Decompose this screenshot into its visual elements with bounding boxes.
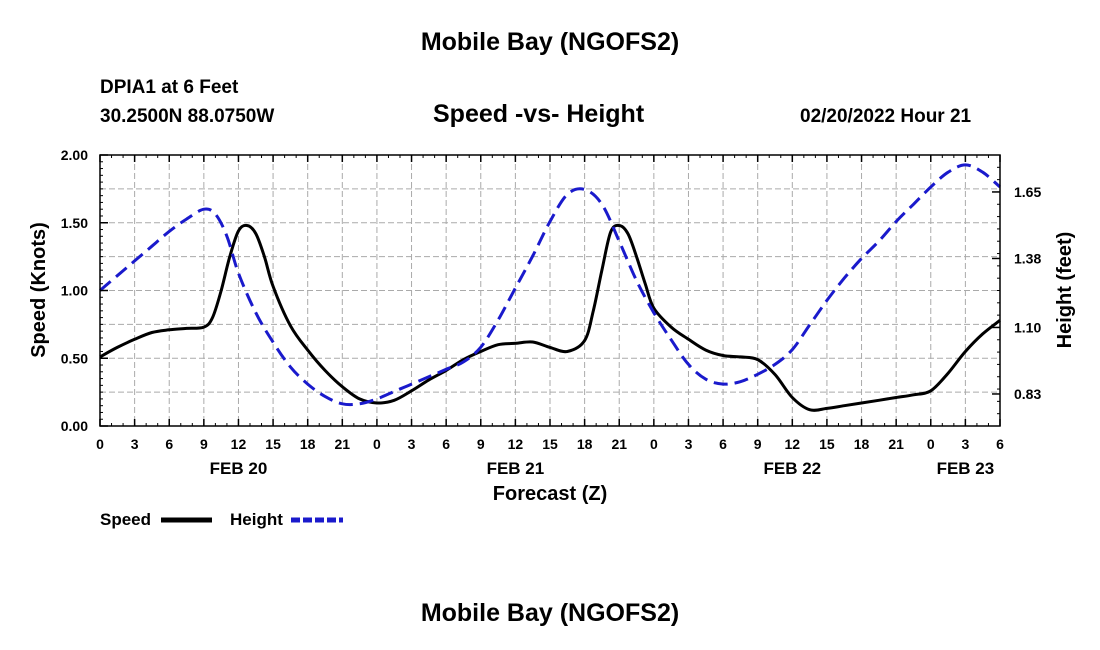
legend: Speed Height — [100, 510, 343, 529]
y2-tick-label: 1.38 — [1014, 250, 1041, 266]
date-label: FEB 20 — [210, 459, 268, 478]
y-tick-label: 1.50 — [61, 215, 88, 231]
series-layer — [99, 163, 1001, 412]
x-tick-label: 0 — [373, 436, 381, 452]
x-tick-label: 21 — [335, 436, 351, 452]
x-tick-label: 18 — [577, 436, 593, 452]
x-tick-label: 12 — [785, 436, 801, 452]
x-tick-label: 9 — [754, 436, 762, 452]
y-tick-label: 0.00 — [61, 418, 88, 434]
x-tick-label: 0 — [927, 436, 935, 452]
page-title: Mobile Bay (NGOFS2) — [420, 28, 680, 56]
x-tick-label: 3 — [961, 436, 969, 452]
x-tick-label: 6 — [719, 436, 727, 452]
station-label: DPIA1 at 6 Feet — [100, 77, 239, 98]
x-tick-label: 6 — [996, 436, 1004, 452]
x-tick-label: 12 — [231, 436, 247, 452]
x-tick-label: 0 — [650, 436, 658, 452]
x-tick-label: 3 — [408, 436, 416, 452]
y-axis-label: Speed (Knots) — [28, 222, 50, 358]
series-line-height — [99, 163, 1001, 407]
x-tick-label: 9 — [200, 436, 208, 452]
date-label: FEB 22 — [763, 459, 821, 478]
grid — [100, 155, 1000, 426]
y-tick-label: 0.50 — [61, 350, 88, 366]
date-label: FEB 21 — [487, 459, 545, 478]
x-tick-label: 15 — [542, 436, 558, 452]
x-tick-label: 6 — [442, 436, 450, 452]
y2-tick-label: 1.10 — [1014, 319, 1041, 335]
x-tick-label: 21 — [888, 436, 904, 452]
bottom-title: Mobile Bay (NGOFS2) — [420, 599, 680, 627]
chart-title: Speed -vs- Height — [433, 100, 645, 128]
x-tick-label: 0 — [96, 436, 104, 452]
x-tick-label: 18 — [854, 436, 870, 452]
x-tick-label: 3 — [131, 436, 139, 452]
y2-tick-label: 1.65 — [1014, 184, 1041, 200]
x-tick-label: 12 — [508, 436, 524, 452]
x-tick-label: 15 — [265, 436, 281, 452]
legend-speed-label: Speed — [100, 510, 151, 529]
date-label: FEB 23 — [937, 459, 995, 478]
tick-labels: 0 3 6 9 12 15 18 21 0 3 6 9 12 15 18 21 0 3 6 9 12 15 18 21 0 3 6F… — [61, 147, 1042, 478]
forecast-datetime: 02/20/2022 Hour 21 — [800, 106, 972, 127]
x-axis-label: Forecast (Z) — [493, 483, 607, 505]
x-tick-label: 15 — [819, 436, 835, 452]
legend-height-label: Height — [230, 510, 283, 529]
y2-axis-label: Height (feet) — [1054, 232, 1076, 349]
x-tick-label: 9 — [477, 436, 485, 452]
x-tick-label: 3 — [685, 436, 693, 452]
x-tick-label: 6 — [165, 436, 173, 452]
ticks — [99, 154, 1001, 427]
x-tick-label: 21 — [611, 436, 627, 452]
series-line-speed — [99, 223, 1001, 412]
coordinates-label: 30.2500N 88.0750W — [100, 106, 275, 127]
y-tick-label: 1.00 — [61, 283, 88, 299]
y-tick-label: 2.00 — [61, 147, 88, 163]
y2-tick-label: 0.83 — [1014, 386, 1041, 402]
x-tick-label: 18 — [300, 436, 316, 452]
